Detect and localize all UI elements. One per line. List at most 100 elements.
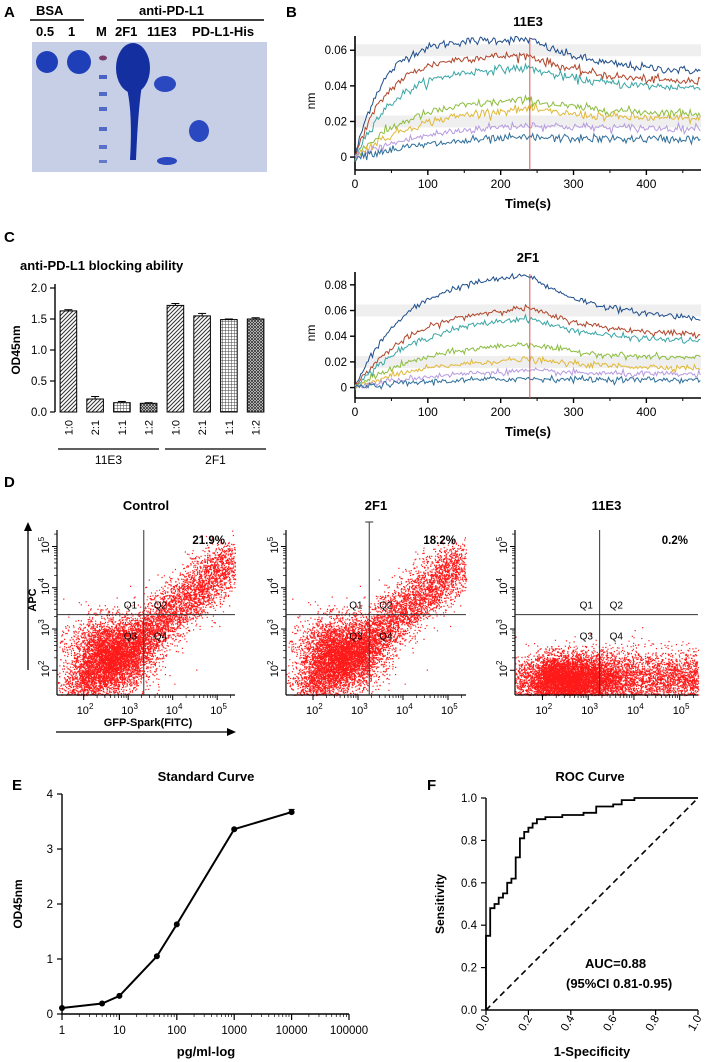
y-tick-label: 104 [266, 578, 281, 595]
y-tick-exponent: 2 [495, 660, 504, 665]
gel-lane-label: M [96, 24, 107, 39]
chart-title: ROC Curve [555, 769, 624, 784]
y-tick-label: 4 [47, 789, 54, 801]
y-tick-label: 102 [266, 660, 281, 677]
y-axis-label: OD45nm [11, 879, 25, 928]
bar [193, 315, 211, 413]
y-tick-exponent: 4 [37, 578, 46, 583]
gel-band-bsa-1 [67, 50, 91, 74]
event-dots [57, 530, 237, 697]
y-tick-label: 0.04 [325, 331, 348, 343]
x-tick-label: 103 [581, 702, 598, 717]
y-tick-label: 105 [37, 536, 52, 553]
gel-band-marker [99, 75, 107, 79]
y-tick-label: 105 [495, 536, 510, 553]
y-tick-exponent: 3 [266, 619, 275, 624]
q2-percent: 18.2% [423, 535, 456, 547]
gel-band-2f1-heavy [116, 43, 150, 93]
x-tick-label: 104 [627, 702, 644, 717]
y-tick-label: 0 [341, 152, 347, 164]
y-tick-label: 0.5 [31, 376, 47, 388]
x-tick-label: 2:1 [197, 420, 209, 435]
gel-band-marker [99, 92, 107, 96]
x-tick-label: 0.6 [601, 1014, 619, 1034]
x-axis-label: pg/ml-log [177, 1044, 236, 1059]
panel-letter-e: E [12, 777, 22, 794]
gel-band-marker [99, 107, 107, 111]
x-tick-label: 103 [121, 702, 138, 717]
y-tick-label: 0.02 [325, 116, 347, 128]
gel-band-2f1-smear [126, 85, 142, 160]
x-tick-exponent: 4 [639, 702, 644, 711]
x-tick-exponent: 5 [222, 702, 227, 711]
y-tick-label: 105 [266, 536, 281, 553]
x-tick-label: 1:1 [117, 420, 129, 435]
data-point [231, 826, 238, 833]
sensor-trace [354, 355, 701, 389]
gel-band-marker [99, 55, 107, 61]
plot-title: 11E3 [592, 498, 622, 513]
bar [113, 402, 131, 413]
data-point [173, 921, 180, 928]
event-dots [515, 627, 700, 697]
flow-plot-2f1: 2F1 Q1 Q2 Q3 Q4 18.2% 102 102 103 103 104 104 105 105 [266, 498, 468, 717]
x-tick-label: 1 [59, 1025, 65, 1037]
gel-group-bsa: BSA [36, 3, 64, 18]
bli-chart-11e3: 11E3 0 100 200 300 400 0 0.02 0.04 0.06 Time(s) nm [304, 14, 701, 211]
y-tick-label: 0.2 [461, 963, 477, 975]
gel-panel: BSA anti-PD-L1 0.5 1 M 2F1 11E3 PD-L1-Hi… [30, 3, 267, 172]
sensor-trace [354, 120, 701, 160]
y-tick-label: 0.8 [461, 835, 477, 847]
x-tick-exponent: 2 [318, 702, 323, 711]
ci-label: (95%CI 0.81-0.95) [566, 976, 672, 991]
quadrant-label: Q2 [610, 601, 624, 612]
x-tick-label: 0 [352, 405, 359, 419]
flow-plot-control: Control Q1 Q2 Q3 Q4 21.9% 102 102 103 103 104 104 10… [24, 498, 237, 736]
y-axis-arrowhead [24, 522, 32, 531]
bli-chart-2f1: 2F1 0 100 200 300 400 0 0.02 0.04 0.06 0.08 Time(s)… [304, 250, 701, 439]
y-tick-exponent: 3 [37, 619, 46, 624]
y-axis-label: OD45nm [9, 325, 23, 374]
x-tick-label: 400 [636, 405, 656, 419]
y-tick-exponent: 4 [495, 578, 504, 583]
panel-letter-f: F [427, 777, 436, 794]
y-tick-label: 3 [47, 844, 53, 856]
y-tick-label: 2.0 [31, 283, 47, 295]
y-tick-label: 102 [37, 660, 52, 677]
quadrant-label: Q2 [379, 601, 393, 612]
x-tick-label: 102 [535, 702, 552, 717]
chart-title: 2F1 [517, 250, 539, 265]
x-tick-label: 1:2 [144, 420, 156, 435]
y-tick-label: 103 [266, 619, 281, 636]
panel-letter-a: A [4, 4, 15, 21]
y-tick-label: 103 [37, 619, 52, 636]
event-dots [286, 535, 468, 697]
x-tick-label: 1:2 [251, 420, 263, 435]
x-axis-arrowhead [227, 728, 236, 736]
sensor-trace [354, 101, 701, 157]
x-tick-label: 104 [396, 702, 413, 717]
x-axis-label: Time(s) [505, 424, 551, 439]
gel-lane-label: PD-L1-His [192, 24, 254, 39]
q2-percent: 0.2% [662, 535, 688, 547]
blocking-bar-chart: anti-PD-L1 blocking ability 0.0 0.5 1.0 1.5 2… [9, 258, 266, 467]
bar [166, 304, 185, 413]
x-tick-label: 10 [113, 1025, 126, 1037]
y-tick-label: 1.5 [31, 314, 47, 326]
x-tick-exponent: 4 [178, 702, 183, 711]
gel-lane-label: 2F1 [115, 24, 137, 39]
q2-percent: 21.9% [192, 535, 225, 547]
sensor-trace [354, 366, 701, 390]
x-tick-label: 102 [306, 702, 323, 717]
bar [139, 402, 158, 413]
sensor-trace [354, 303, 701, 387]
grid-band [355, 355, 701, 368]
bar [246, 318, 265, 413]
x-tick-label: 300 [564, 177, 584, 191]
x-tick-label: 10000 [276, 1025, 308, 1037]
y-tick-label: 102 [495, 660, 510, 677]
data-point [59, 1005, 65, 1011]
